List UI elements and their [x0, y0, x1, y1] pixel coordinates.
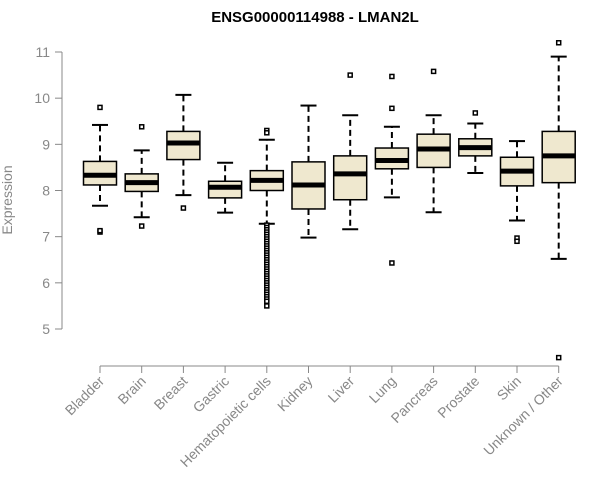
outlier-point: [138, 223, 145, 229]
outlier-point: [555, 354, 562, 361]
x-category-label: Bladder: [62, 373, 108, 419]
box-skin: [499, 140, 535, 245]
outlier-point: [138, 124, 145, 130]
outlier-point: [389, 260, 395, 266]
x-category-label: Breast: [151, 373, 191, 413]
box-liver: [332, 72, 368, 231]
y-axis: 5 6 7 8 9 10 11: [34, 44, 63, 337]
outlier-point: [472, 110, 479, 116]
x-category-label: Brain: [114, 373, 148, 407]
outlier-point: [264, 303, 270, 309]
outlier-point: [389, 105, 395, 112]
box-lung: [374, 73, 410, 266]
box-unknown-other: [541, 40, 576, 361]
outlier-point: [430, 68, 437, 75]
box-kidney: [291, 104, 326, 239]
box-gastric: [207, 161, 243, 214]
y-axis-title: Expression: [0, 165, 15, 234]
y-tick-label: 9: [42, 136, 50, 152]
x-category-label: Unknown / Other: [480, 373, 566, 459]
outlier-point: [347, 72, 353, 78]
outlier-point: [180, 205, 187, 211]
x-category-label: Prostate: [434, 373, 482, 421]
outlier-point: [555, 40, 562, 46]
box-bladder: [82, 104, 118, 235]
chart-title: ENSG00000114988 - LMAN2L: [211, 9, 419, 26]
y-tick-label: 11: [35, 44, 50, 60]
outlier-point: [389, 73, 395, 80]
outlier-point: [514, 238, 520, 245]
box-breast: [166, 93, 201, 211]
x-category-label: Kidney: [274, 373, 316, 415]
box-hematopoietic-cells: [249, 127, 285, 309]
box-pancreas: [416, 68, 451, 214]
y-tick-label: 5: [42, 321, 50, 337]
x-category-label: Skin: [494, 373, 525, 404]
boxes-group: [82, 40, 576, 361]
box-prostate: [458, 110, 493, 174]
outlier-point: [97, 227, 103, 234]
outlier-point: [264, 130, 270, 136]
y-tick-label: 10: [34, 90, 50, 106]
outlier-point: [97, 104, 103, 111]
x-category-label: Liver: [325, 373, 358, 406]
y-tick-label: 7: [42, 229, 50, 245]
box-body: [332, 155, 368, 201]
box-body: [166, 130, 201, 161]
box-brain: [124, 124, 159, 229]
y-tick-label: 6: [42, 275, 50, 291]
x-category-label: Lung: [366, 373, 399, 406]
y-tick-label: 8: [42, 183, 50, 199]
outlier-point: [264, 298, 270, 305]
